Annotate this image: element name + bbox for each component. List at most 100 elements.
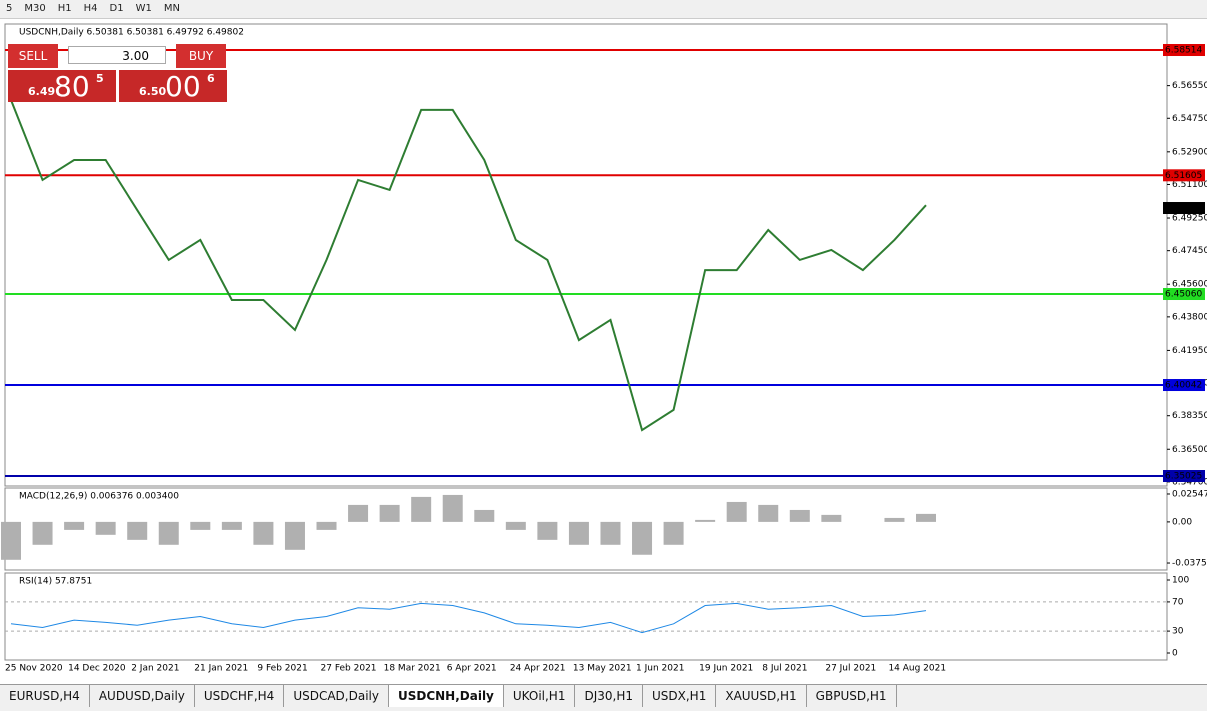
last-price-label: 6.49802 [1165, 204, 1202, 214]
timeframe-button[interactable]: 5 [6, 3, 13, 14]
y-tick-label: 6.36500 [1172, 445, 1207, 455]
level-label: 6.51605 [1165, 171, 1202, 181]
histogram-bar [127, 521, 148, 540]
y-tick-label: -0.03754 [1172, 559, 1207, 569]
chart-tab[interactable]: DJ30,H1 [575, 685, 643, 707]
histogram-bar [726, 501, 747, 522]
histogram-bar [190, 521, 211, 530]
x-tick-label: 24 Apr 2021 [510, 664, 566, 674]
histogram-bar [663, 521, 684, 545]
timeframe-button[interactable]: H1 [57, 3, 72, 14]
bid-pip: 5 [96, 72, 104, 85]
chart-tab[interactable]: USDCAD,Daily [284, 685, 389, 707]
x-tick-label: 2 Jan 2021 [131, 664, 179, 674]
lots-input[interactable]: 3.00 [68, 46, 166, 64]
sell-button[interactable]: SELL [8, 44, 58, 68]
y-tick-label: 6.54750 [1172, 114, 1207, 124]
x-tick-label: 9 Feb 2021 [257, 664, 307, 674]
x-tick-label: 8 Jul 2021 [762, 664, 807, 674]
histogram-bar [379, 504, 400, 522]
histogram-bar [758, 504, 779, 522]
level-label-box [1163, 470, 1205, 483]
histogram-bar [284, 521, 305, 550]
ask-big: 00 [165, 70, 201, 103]
x-tick-label: 1 Jun 2021 [636, 664, 684, 674]
histogram-bar [474, 509, 495, 522]
histogram-bar [505, 521, 526, 530]
level-label-box [1163, 169, 1205, 182]
x-tick-label: 6 Apr 2021 [447, 664, 497, 674]
level-label-box [1163, 379, 1205, 392]
bid-small: 6.49 [28, 85, 56, 98]
level-label: 6.45060 [1165, 290, 1202, 300]
histogram-bar [32, 521, 53, 545]
pane-frame [4, 572, 1168, 661]
chart-tab[interactable]: UKOil,H1 [504, 685, 576, 707]
y-tick-label: 6.56550 [1172, 81, 1207, 91]
chart-tab[interactable]: USDX,H1 [643, 685, 717, 707]
pane-frame [4, 23, 1168, 487]
x-tick-label: 14 Dec 2020 [68, 664, 126, 674]
buy-button[interactable]: BUY [176, 44, 226, 68]
level-label: 6.35025 [1165, 472, 1202, 482]
y-tick-label: 0.00 [1172, 517, 1192, 527]
histogram-bar [64, 521, 85, 530]
trade-panel: SELL 3.00 BUY 6.49 80 5 6.50 00 6 [8, 44, 227, 103]
chart-tab[interactable]: USDCNH,Daily [388, 685, 504, 707]
histogram-bar [568, 521, 589, 545]
series-line [10, 602, 927, 634]
ask-pip: 6 [207, 72, 215, 85]
chart-tabs: EURUSD,H4 AUDUSD,Daily USDCHF,H4 USDCAD,Dai… [0, 684, 1207, 711]
y-tick-label: 6.41950 [1172, 346, 1207, 356]
timeframe-toolbar: 5 M30 H1 H4 D1 W1 MN [0, 0, 1207, 19]
x-tick-label: 27 Feb 2021 [321, 664, 377, 674]
y-tick-label: 6.49250 [1172, 214, 1207, 224]
y-tick-label: 70 [1172, 597, 1184, 607]
chart-background [0, 19, 1207, 684]
bid-price[interactable]: 6.49 80 5 [8, 70, 116, 103]
y-tick-label: 6.47450 [1172, 246, 1207, 256]
x-tick-label: 21 Jan 2021 [194, 664, 248, 674]
histogram-bar [253, 521, 274, 545]
histogram-bar [411, 496, 432, 522]
y-tick-label: 6.51100 [1172, 180, 1207, 190]
x-tick-label: 13 May 2021 [573, 664, 632, 674]
y-tick-label: 30 [1172, 627, 1184, 637]
chart-tab[interactable]: XAUUSD,H1 [716, 685, 807, 707]
histogram-bar [158, 521, 179, 545]
level-label-box [1163, 288, 1205, 301]
y-tick-label: 6.38350 [1172, 411, 1207, 421]
ask-price[interactable]: 6.50 00 6 [119, 70, 227, 103]
histogram-bar [537, 521, 558, 540]
y-tick-label: 100 [1172, 576, 1189, 586]
y-tick-label: 6.43800 [1172, 312, 1207, 322]
timeframe-button[interactable]: D1 [109, 3, 124, 14]
timeframe-button[interactable]: MN [163, 3, 180, 14]
timeframe-button[interactable]: M30 [24, 3, 46, 14]
chart-tab[interactable]: EURUSD,H4 [0, 685, 90, 707]
histogram-bar [442, 494, 463, 522]
histogram-bar [221, 521, 242, 530]
chart-tab[interactable]: GBPUSD,H1 [807, 685, 897, 707]
level-label-box [1163, 44, 1205, 57]
histogram-bar [821, 514, 842, 522]
y-tick-label: 0.02547 [1172, 489, 1207, 499]
bid-big: 80 [54, 70, 90, 103]
x-tick-label: 14 Aug 2021 [888, 664, 946, 674]
chart: USDCNH,Daily 6.50381 6.50381 6.49792 6.4… [0, 19, 1207, 684]
chart-tab[interactable]: USDCHF,H4 [195, 685, 285, 707]
histogram-bar [316, 521, 337, 530]
chart-tab[interactable]: AUDUSD,Daily [90, 685, 195, 707]
ask-small: 6.50 [139, 85, 167, 98]
y-tick-label: 6.34700 [1172, 477, 1207, 487]
histogram-bar [695, 519, 716, 522]
x-tick-label: 18 Mar 2021 [384, 664, 441, 674]
y-tick-label: 6.52900 [1172, 147, 1207, 157]
histogram-bar [600, 521, 621, 545]
level-label: 6.58514 [1165, 46, 1202, 56]
timeframe-button[interactable]: H4 [83, 3, 98, 14]
y-tick-label: 0 [1172, 648, 1178, 658]
timeframe-button[interactable]: W1 [135, 3, 152, 14]
histogram-bar [1, 521, 21, 560]
